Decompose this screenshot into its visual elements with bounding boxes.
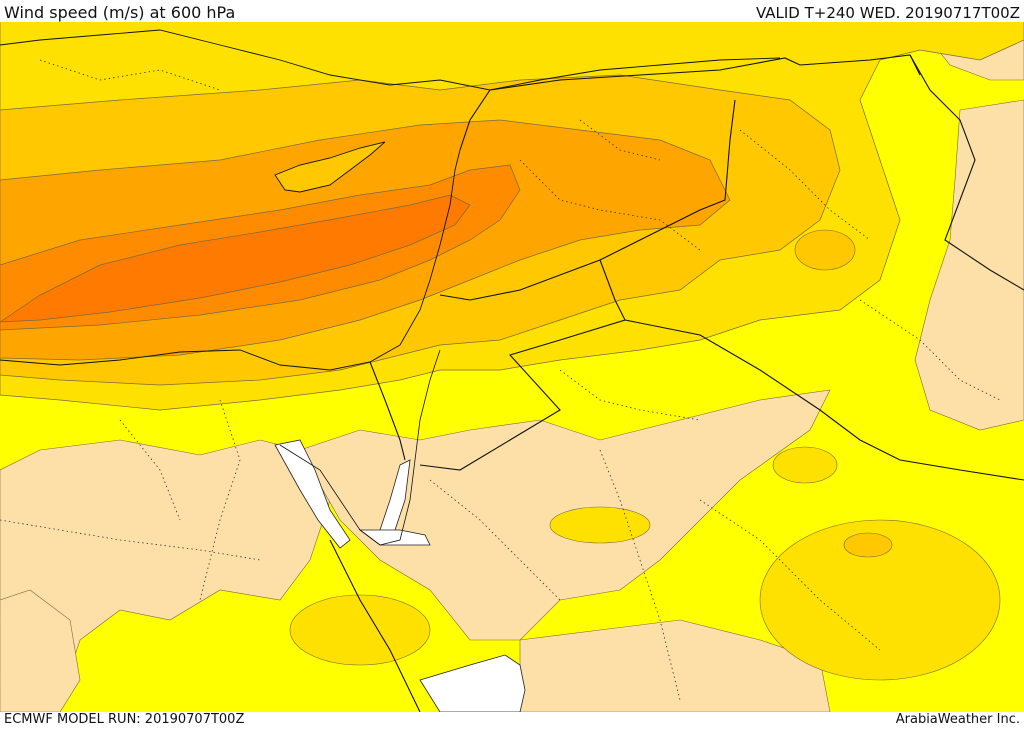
wind-band-gold-center <box>549 506 651 544</box>
map-footer: ECMWF MODEL RUN: 20190707T00Z ArabiaWeat… <box>0 712 1024 729</box>
province-boundaries <box>0 59 1001 701</box>
wind-band-low-southwest <box>0 589 81 712</box>
map-title: Wind speed (m/s) at 600 hPa <box>4 3 236 22</box>
cyprus-outline <box>274 141 386 193</box>
border-syria-turkey <box>459 54 921 151</box>
red-sea <box>419 654 526 712</box>
wind-band-orange-dark <box>0 194 471 323</box>
valid-time: VALID T+240 WED. 20190717T00Z <box>755 4 1020 22</box>
sinai-coastline <box>279 349 441 546</box>
border-syria-iraq <box>439 99 736 301</box>
wind-band-amber-southeast <box>759 519 1001 681</box>
border-iraq-east <box>909 54 1024 291</box>
wind-band-gold-south <box>289 594 431 666</box>
map-header: Wind speed (m/s) at 600 hPa VALID T+240 … <box>0 0 1024 22</box>
border-egypt-israel <box>369 361 406 461</box>
wind-band-amber-southeast-core <box>843 532 893 558</box>
credit-label: ArabiaWeather Inc. <box>895 712 1020 727</box>
wind-band-gold-mid <box>772 446 838 484</box>
wind-band-amber-east <box>794 229 856 271</box>
border-jordan-saudi <box>419 259 626 471</box>
border-saudi-iraq <box>624 319 1024 481</box>
turkey-coastline <box>0 29 781 91</box>
gulf-of-suez <box>274 439 351 549</box>
model-run-label: ECMWF MODEL RUN: 20190707T00Z <box>4 712 245 727</box>
border-egypt-sudan <box>329 539 421 712</box>
wind-speed-map <box>0 20 1024 712</box>
map-canvas <box>0 20 1024 712</box>
wind-band-low-east <box>914 99 1024 431</box>
